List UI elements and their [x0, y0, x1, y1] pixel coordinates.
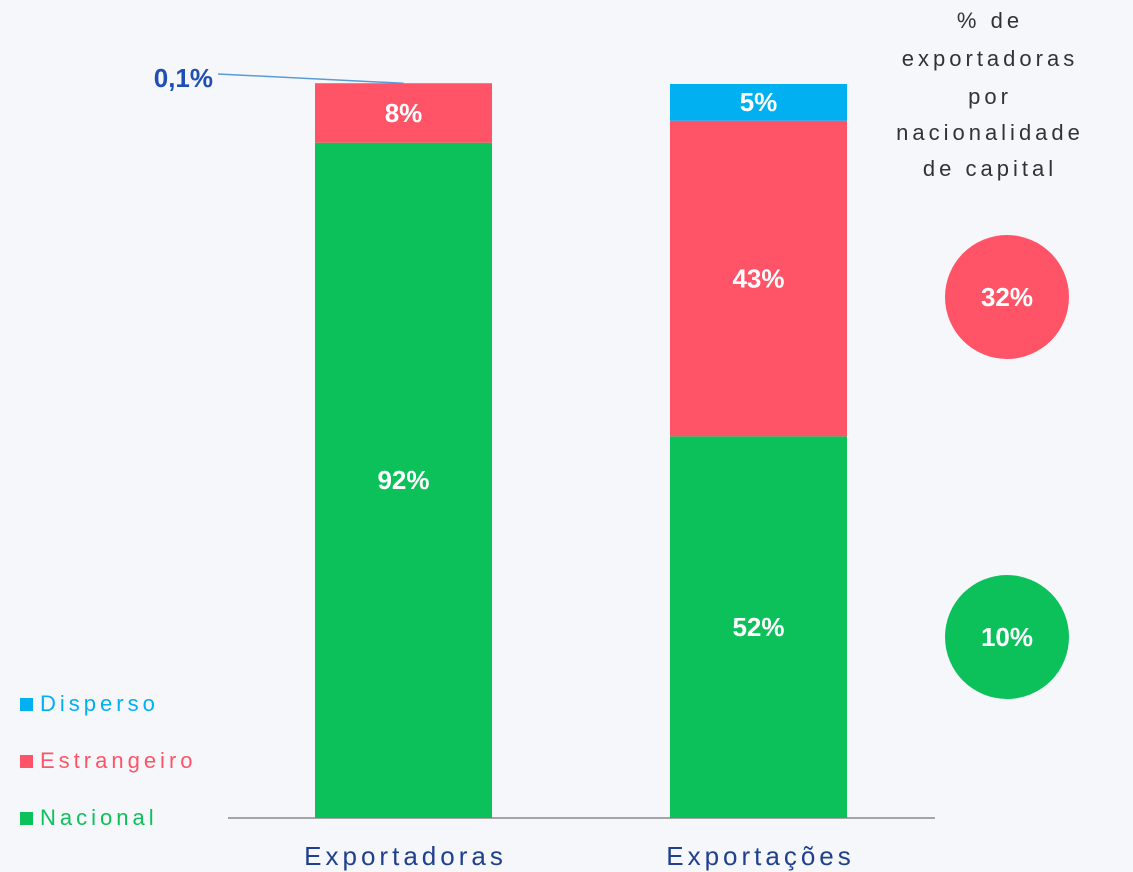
value-label: 43%	[732, 263, 784, 293]
bar-segment	[315, 84, 492, 143]
legend-label: Estrangeiro	[40, 748, 197, 773]
annotation: nacionalidade	[896, 120, 1084, 145]
annotation: exportadoras	[902, 46, 1078, 71]
legend-swatch	[20, 698, 33, 711]
annotation: por	[968, 84, 1012, 109]
legend-label: Disperso	[40, 691, 159, 716]
bar-segment	[670, 84, 847, 121]
value-label: 92%	[377, 465, 429, 495]
bar-segment	[670, 120, 847, 437]
value-label: 0,1%	[154, 63, 213, 93]
legend-swatch	[20, 755, 33, 768]
circle-label: 10%	[981, 622, 1033, 652]
x-tick-label: Exportações	[666, 841, 855, 871]
leader-line	[217, 73, 404, 85]
annotation: % de	[957, 8, 1023, 33]
value-label: 8%	[385, 98, 423, 128]
x-tick-label: Exportadoras	[304, 841, 507, 871]
bar-segment	[315, 142, 492, 819]
circle-marker	[945, 575, 1069, 699]
annotation: de capital	[923, 156, 1057, 181]
circle-marker	[945, 235, 1069, 359]
bar-segment	[315, 83, 492, 84]
value-label: 52%	[732, 612, 784, 642]
bar-segment	[670, 436, 847, 818]
value-label: 5%	[740, 87, 778, 117]
legend-label: Nacional	[40, 805, 158, 830]
circle-label: 32%	[981, 282, 1033, 312]
legend-swatch	[20, 812, 33, 825]
